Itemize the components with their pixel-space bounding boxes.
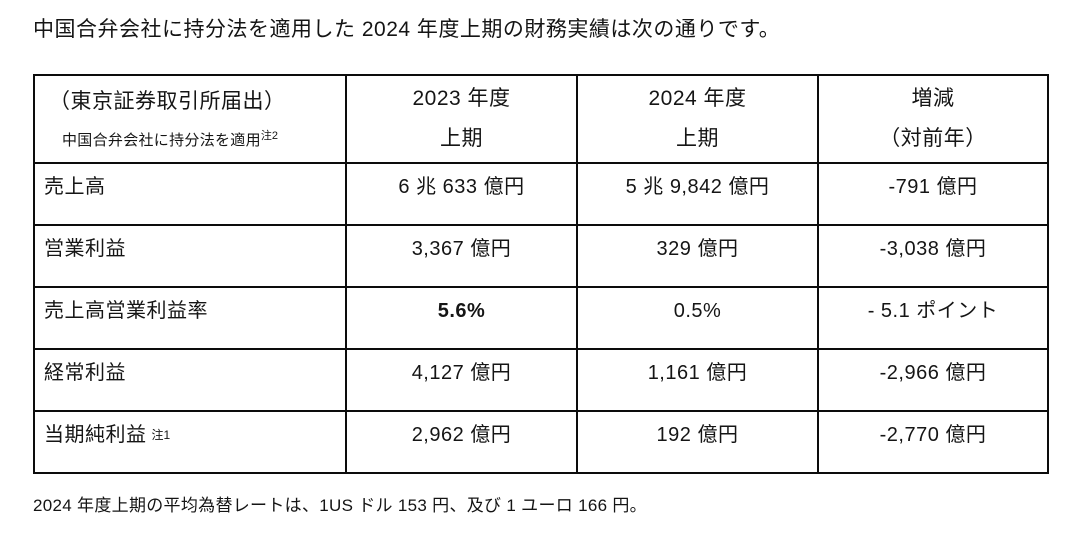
row-label: 売上高 <box>33 162 347 226</box>
header-source-subtitle: 中国合弁会社に持分法を適用注2 <box>35 128 278 149</box>
fy2024-value: 5 兆 9,842 億円 <box>576 162 819 226</box>
header-cell-fy2023: 2023 年度 上期 <box>345 74 578 164</box>
row-label-text: 当期純利益 <box>44 424 147 446</box>
change-value: -791 億円 <box>817 162 1049 226</box>
page-title: 中国合弁会社に持分法を適用した 2024 年度上期の財務実績は次の通りです。 <box>33 18 781 41</box>
header-cell-source: （東京証券取引所届出） 中国合弁会社に持分法を適用注2 <box>33 74 347 164</box>
fy2023-value: 5.6% <box>345 286 578 350</box>
financial-results-table: （東京証券取引所届出） 中国合弁会社に持分法を適用注2 2023 年度 上期 2… <box>33 74 1049 474</box>
header-fy2023-period: 上期 <box>440 127 483 150</box>
row-label: 当期純利益 注1 <box>33 410 347 474</box>
header-fy2024-period: 上期 <box>676 127 719 150</box>
header-change-title: 増減 <box>911 87 955 110</box>
header-fy2023-year: 2023 年度 <box>412 87 511 110</box>
fy2023-value: 3,367 億円 <box>345 224 578 288</box>
table-row-ordinary-profit: 経常利益 4,127 億円 1,161 億円 -2,966 億円 <box>33 348 1049 412</box>
table-header-row: （東京証券取引所届出） 中国合弁会社に持分法を適用注2 2023 年度 上期 2… <box>33 74 1049 164</box>
row-label: 経常利益 <box>33 348 347 412</box>
exchange-rate-footnote: 2024 年度上期の平均為替レートは、1US ドル 153 円、及び 1 ユーロ… <box>33 496 647 515</box>
header-fy2024-year: 2024 年度 <box>648 87 747 110</box>
table-row-operating-margin: 売上高営業利益率 5.6% 0.5% - 5.1 ポイント <box>33 286 1049 350</box>
change-value: -2,770 億円 <box>817 410 1049 474</box>
row-label: 売上高営業利益率 <box>33 286 347 350</box>
row-label: 営業利益 <box>33 224 347 288</box>
document-page: 中国合弁会社に持分法を適用した 2024 年度上期の財務実績は次の通りです。 （… <box>33 18 1049 515</box>
fy2024-value: 0.5% <box>576 286 819 350</box>
table-row-net-sales: 売上高 6 兆 633 億円 5 兆 9,842 億円 -791 億円 <box>33 162 1049 226</box>
fy2024-value: 192 億円 <box>576 410 819 474</box>
fy2023-value: 2,962 億円 <box>345 410 578 474</box>
change-value: -2,966 億円 <box>817 348 1049 412</box>
header-cell-fy2024: 2024 年度 上期 <box>576 74 819 164</box>
header-source-subtitle-text: 中国合弁会社に持分法を適用 <box>62 132 261 149</box>
note-1-reference: 注1 <box>151 428 171 442</box>
change-value: - 5.1 ポイント <box>817 286 1049 350</box>
table-row-net-profit: 当期純利益 注1 2,962 億円 192 億円 -2,770 億円 <box>33 410 1049 474</box>
change-value: -3,038 億円 <box>817 224 1049 288</box>
note-2-reference: 注2 <box>260 130 279 142</box>
header-source-title: （東京証券取引所届出） <box>49 90 286 113</box>
header-cell-change: 増減 （対前年） <box>817 74 1049 164</box>
fy2024-value: 1,161 億円 <box>576 348 819 412</box>
table-row-operating-profit: 営業利益 3,367 億円 329 億円 -3,038 億円 <box>33 224 1049 288</box>
fy2023-value: 6 兆 633 億円 <box>345 162 578 226</box>
header-change-basis: （対前年） <box>879 127 987 150</box>
fy2023-value: 4,127 億円 <box>345 348 578 412</box>
fy2024-value: 329 億円 <box>576 224 819 288</box>
